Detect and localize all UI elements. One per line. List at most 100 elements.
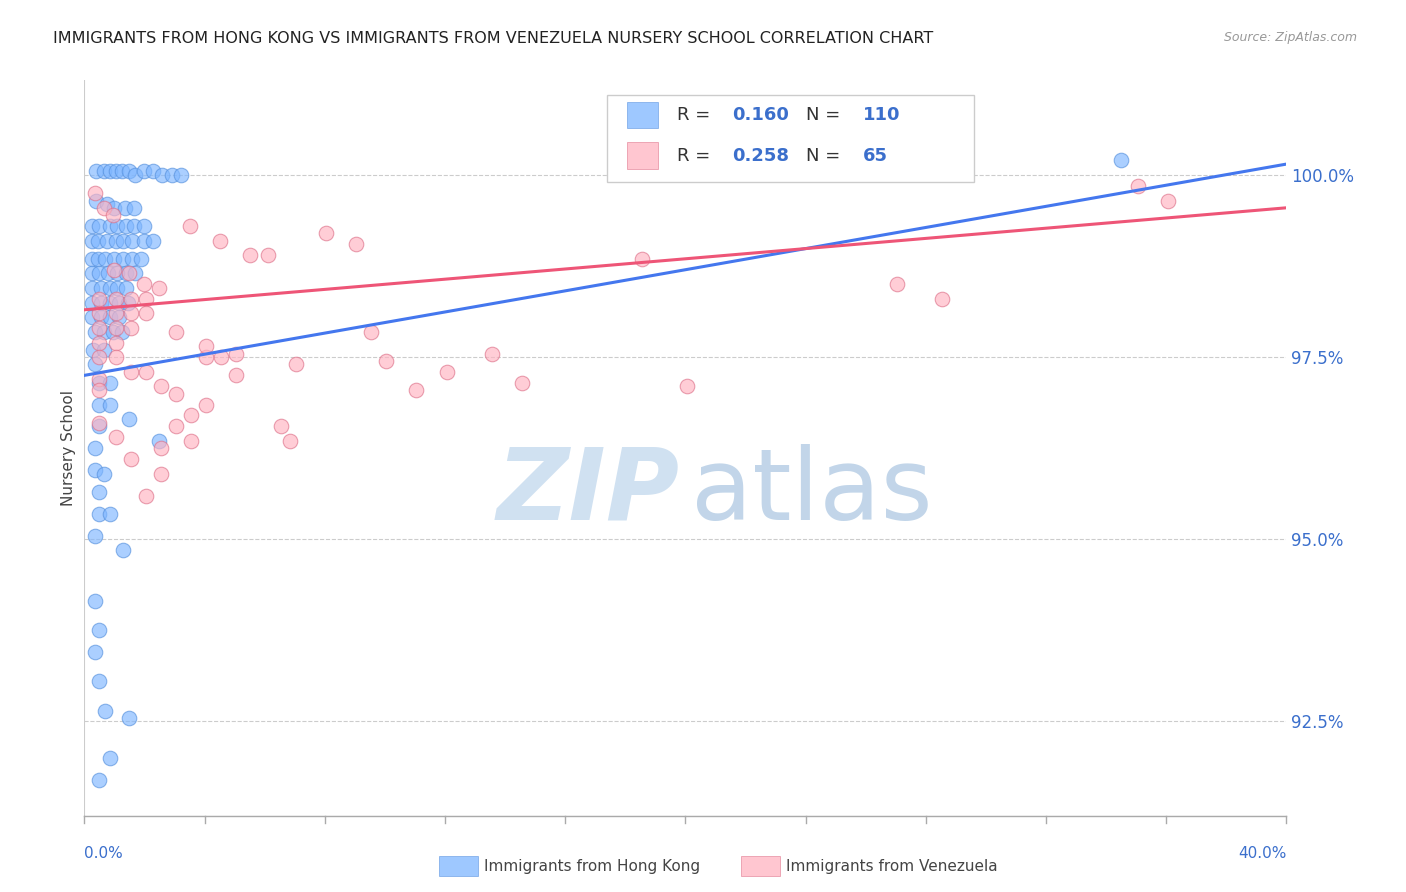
Point: [134, 234, 156, 248]
Text: 0.0%: 0.0%: [84, 847, 124, 861]
Text: Immigrants from Venezuela: Immigrants from Venezuela: [786, 859, 998, 873]
Point: [89, 624, 111, 638]
Point: [134, 219, 156, 233]
Point: [93, 343, 115, 357]
Point: [98, 310, 121, 324]
Point: [134, 164, 156, 178]
Point: [135, 489, 157, 503]
Point: [510, 376, 533, 390]
Point: [124, 168, 146, 182]
Point: [93, 201, 115, 215]
Point: [104, 430, 127, 444]
Point: [315, 227, 337, 241]
Y-axis label: Nursery School: Nursery School: [60, 390, 76, 507]
Point: [112, 234, 135, 248]
Point: [94, 704, 117, 718]
Point: [209, 350, 232, 364]
Point: [165, 419, 187, 434]
Point: [98, 164, 121, 178]
Point: [101, 325, 124, 339]
Point: [121, 252, 143, 266]
Point: [98, 751, 121, 765]
Point: [89, 507, 111, 521]
Point: [80, 281, 103, 295]
Point: [86, 194, 108, 208]
Text: 65: 65: [863, 146, 889, 164]
Point: [142, 164, 165, 178]
Point: [676, 379, 699, 393]
Point: [83, 358, 105, 372]
Point: [436, 365, 458, 379]
Point: [87, 234, 110, 248]
Point: [83, 529, 105, 543]
Point: [96, 234, 118, 248]
Point: [89, 292, 111, 306]
Point: [107, 219, 129, 233]
Point: [195, 350, 218, 364]
Point: [122, 219, 145, 233]
Point: [135, 306, 157, 320]
Point: [80, 310, 103, 324]
FancyBboxPatch shape: [607, 95, 974, 182]
Point: [118, 711, 141, 725]
Point: [104, 234, 127, 248]
Point: [115, 219, 138, 233]
Point: [120, 306, 142, 320]
Point: [90, 281, 112, 295]
Point: [98, 281, 121, 295]
Point: [115, 281, 138, 295]
Point: [375, 353, 398, 368]
Point: [160, 168, 183, 182]
Point: [89, 674, 111, 689]
Text: Source: ZipAtlas.com: Source: ZipAtlas.com: [1223, 31, 1357, 45]
Point: [96, 197, 118, 211]
Point: [83, 186, 105, 201]
Point: [112, 252, 135, 266]
Point: [270, 419, 292, 434]
Point: [90, 310, 112, 324]
Point: [481, 346, 503, 360]
Text: 0.258: 0.258: [733, 146, 789, 164]
Point: [118, 164, 141, 178]
Point: [83, 442, 105, 456]
Text: R =: R =: [678, 146, 716, 164]
Point: [103, 201, 125, 215]
Point: [98, 295, 121, 310]
Point: [1109, 153, 1132, 168]
Point: [82, 343, 104, 357]
Text: atlas: atlas: [692, 444, 934, 541]
Point: [150, 442, 173, 456]
FancyBboxPatch shape: [627, 143, 658, 169]
Point: [108, 295, 131, 310]
Point: [120, 292, 142, 306]
Point: [169, 168, 191, 182]
Point: [104, 292, 127, 306]
Point: [256, 248, 278, 262]
Point: [108, 310, 131, 324]
Point: [120, 452, 142, 467]
Point: [89, 372, 111, 386]
Point: [117, 295, 139, 310]
Point: [120, 365, 142, 379]
Point: [886, 277, 908, 292]
Point: [124, 266, 146, 280]
Point: [87, 252, 110, 266]
Point: [97, 266, 120, 280]
Point: [80, 266, 103, 280]
Point: [180, 434, 202, 448]
Point: [120, 321, 142, 335]
Point: [208, 234, 231, 248]
Point: [80, 234, 103, 248]
Point: [89, 376, 111, 390]
Point: [80, 295, 103, 310]
Point: [122, 201, 145, 215]
Point: [165, 386, 187, 401]
Point: [89, 383, 111, 397]
Point: [98, 376, 121, 390]
Point: [90, 295, 112, 310]
Point: [83, 325, 105, 339]
Point: [89, 321, 111, 335]
Point: [107, 281, 129, 295]
Point: [114, 201, 136, 215]
Point: [195, 339, 218, 353]
